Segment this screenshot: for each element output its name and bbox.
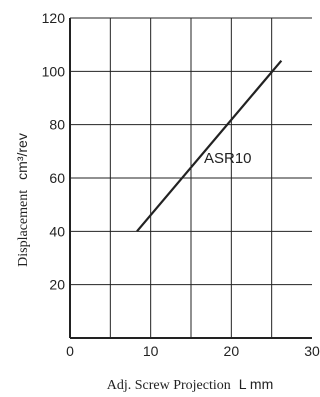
x-axis-title: Adj. Screw Projection L mm <box>107 376 274 393</box>
x-tick-label: 30 <box>304 343 320 359</box>
series-lines <box>136 59 283 233</box>
y-axis-unit: cm³/rev <box>14 133 30 180</box>
y-axis-title: Displacement cm³/rev <box>14 133 31 267</box>
x-axis-label: Adj. Screw Projection <box>107 378 231 393</box>
axes <box>69 18 312 339</box>
y-tick-label: 120 <box>42 10 66 26</box>
y-tick-labels: 20 40 60 80 100 120 <box>42 10 66 293</box>
y-tick-label: 100 <box>42 63 66 79</box>
x-tick-labels: 0 10 20 30 <box>66 343 320 359</box>
x-tick-label: 10 <box>143 343 159 359</box>
x-tick-label: 20 <box>224 343 240 359</box>
y-axis-label: Displacement <box>16 190 31 267</box>
series-label: ASR10 <box>204 150 252 167</box>
x-tick-label: 0 <box>66 343 74 359</box>
svg-text:Displacementcm³/rev: Displacement cm³/rev <box>14 133 31 267</box>
y-tick-label: 20 <box>49 277 65 293</box>
y-tick-label: 60 <box>49 170 65 186</box>
x-axis-unit: L mm <box>239 376 273 392</box>
y-tick-label: 40 <box>49 223 65 239</box>
y-tick-label: 80 <box>49 117 65 133</box>
series-line <box>136 59 283 233</box>
